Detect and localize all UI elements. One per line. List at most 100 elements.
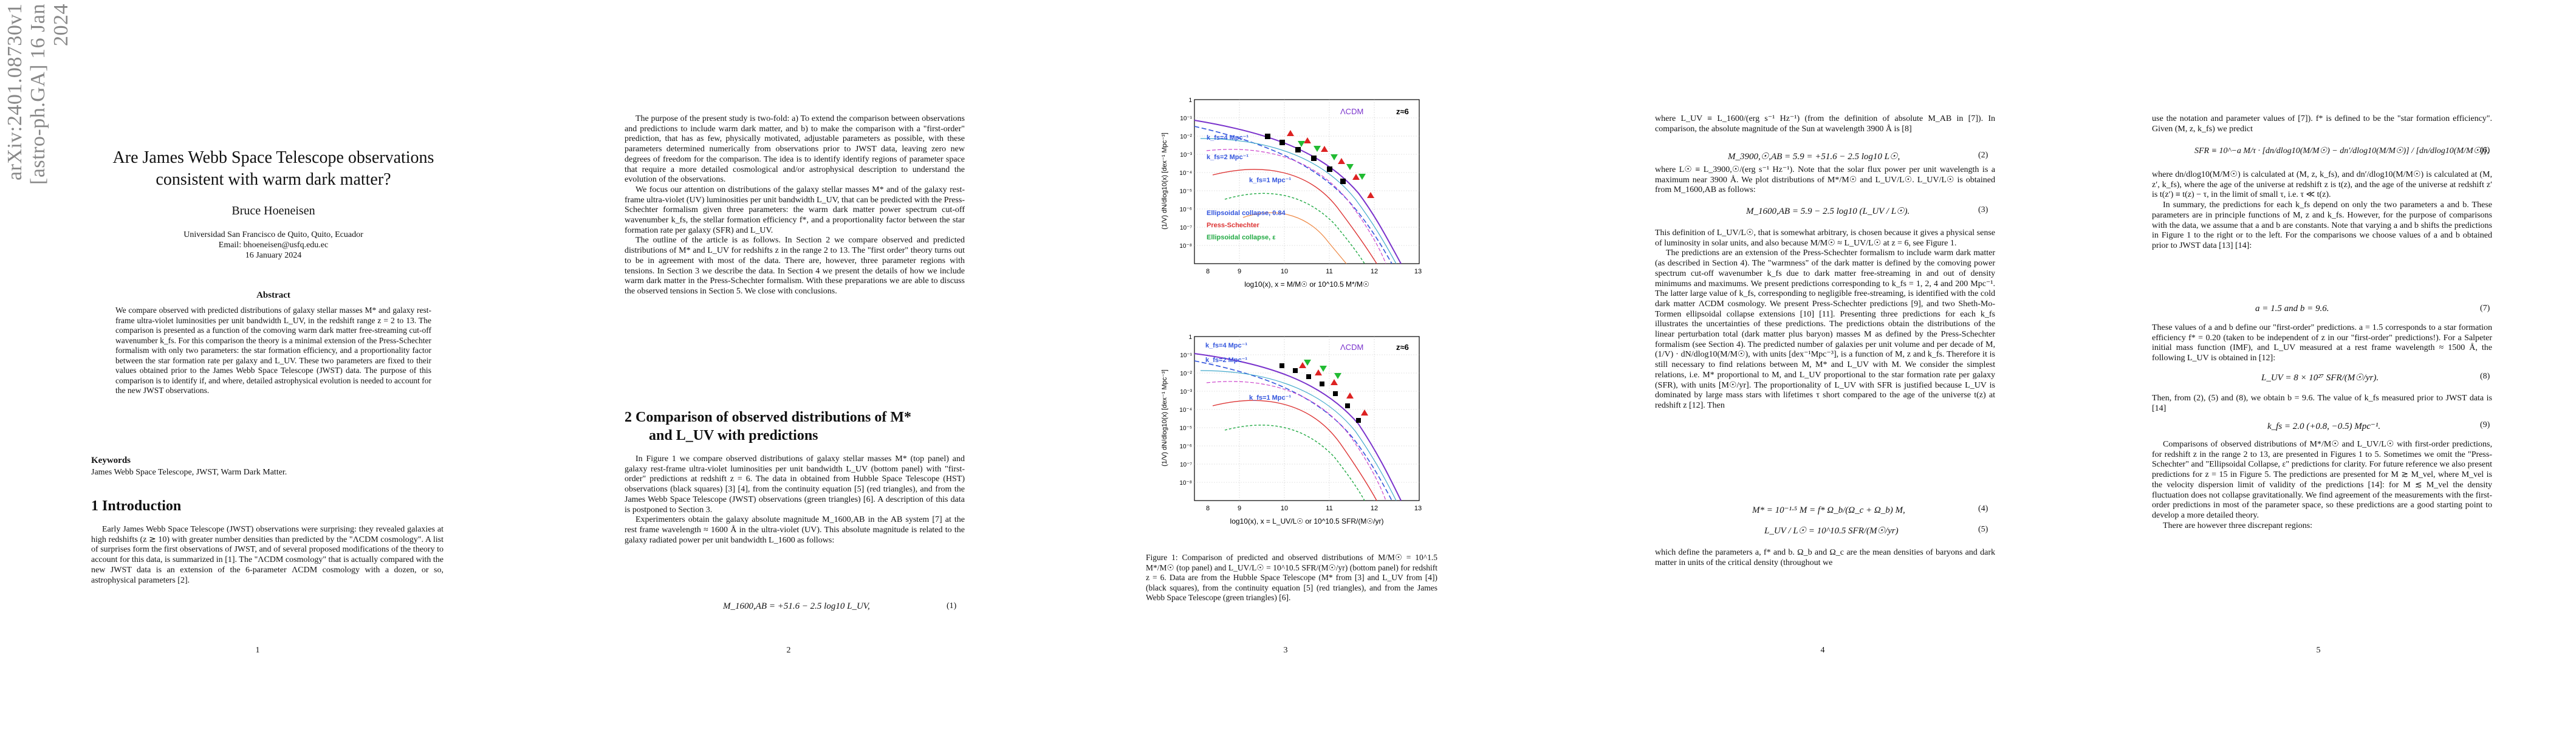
kfs-label-2: k_fs=2 Mpc⁻¹	[1207, 154, 1249, 161]
equation-number: (7)	[2480, 304, 2490, 313]
affiliation: Universidad San Francisco de Quito, Quit…	[183, 230, 363, 239]
data-continuity-triangles	[1287, 130, 1374, 198]
keywords-heading: Keywords	[91, 456, 131, 465]
curve-kfs4	[1200, 370, 1397, 501]
svg-text:10⁻⁷: 10⁻⁷	[1180, 462, 1192, 468]
svg-text:10⁻⁴: 10⁻⁴	[1179, 407, 1192, 414]
page-number: 3	[1283, 646, 1288, 655]
svg-text:10⁻¹: 10⁻¹	[1180, 352, 1192, 359]
figure-bottom-panel: ΛCDM z≈6 k_fs=4 Mpc⁻¹ k_fs=2 Mpc⁻¹ k_fs=…	[1161, 334, 1422, 525]
date: 16 January 2024	[245, 251, 302, 260]
body-text: where dn/dlog10(M/M☉) is calculated at (…	[2152, 170, 2492, 252]
kfs-label-2: k_fs=2 Mpc⁻¹	[1205, 357, 1247, 364]
data-continuity-triangles	[1299, 362, 1368, 416]
body-text: where L☉ ≡ L_3900,☉/(erg s⁻¹ Hz⁻¹). Note…	[1655, 165, 1995, 196]
section-heading-introduction: 1 Introduction	[91, 498, 182, 514]
svg-text:9: 9	[1238, 268, 1241, 275]
svg-text:13: 13	[1414, 505, 1422, 512]
paragraph: The outline of the article is as follows…	[625, 236, 965, 296]
kfs-label-1: k_fs=1 Mpc⁻¹	[1249, 177, 1291, 184]
curve-ellipsoidal	[1194, 126, 1392, 264]
equation-number: (9)	[2480, 420, 2490, 430]
curve-kfs1	[1242, 212, 1347, 264]
paragraph: Comparisons of observed distributions of…	[2152, 440, 2492, 520]
affiliation-block: Universidad San Francisco de Quito, Quit…	[91, 230, 456, 261]
svg-text:9: 9	[1238, 505, 1241, 512]
equation-2: M_3900,☉,AB = 5.9 = +51.6 − 2.5 log10 L☉…	[1728, 152, 1900, 162]
figure-caption: Figure 1: Comparison of predicted and ob…	[1146, 553, 1437, 602]
page-1: arXiv:2401.08730v1 [astro-ph.GA] 16 Jan …	[0, 0, 515, 729]
svg-text:10⁻³: 10⁻³	[1180, 389, 1192, 395]
svg-text:10⁻²: 10⁻²	[1180, 134, 1192, 140]
page-number: 4	[1820, 646, 1825, 655]
data-hst-squares	[1279, 363, 1361, 423]
legend-ellipsoidal: Ellipsoidal collapse, 0.84	[1207, 210, 1286, 217]
svg-text:10⁻⁸: 10⁻⁸	[1179, 480, 1192, 487]
figure-top-panel: ΛCDM z≈6 k_fs=4 Mpc⁻¹ k_fs=2 Mpc⁻¹ k_fs=…	[1161, 97, 1422, 289]
equation-4: M* = 10⁻¹·⁵ M = f* Ω_b/(Ω_c + Ω_b) M,	[1752, 505, 1905, 515]
kfs-label-4: k_fs=4 Mpc⁻¹	[1207, 134, 1249, 142]
svg-text:8: 8	[1206, 505, 1210, 512]
x-axis-label: log10(x), x = M/M☉ or 10^10.5 M*/M☉	[1244, 280, 1369, 289]
paragraph: In Figure 1 we compare observed distribu…	[625, 454, 965, 515]
equation-8: L_UV = 8 × 10²⁷ SFR/(M☉/yr).	[2261, 373, 2379, 383]
equation-number: (1)	[947, 601, 957, 611]
svg-text:10: 10	[1281, 505, 1288, 512]
svg-text:11: 11	[1326, 268, 1332, 275]
paragraph: These values of a and b define our "firs…	[2152, 323, 2492, 363]
equation-3: M_1600,AB = 5.9 − 2.5 log10 (L_UV / L☉).	[1746, 207, 1910, 216]
svg-text:10⁻³: 10⁻³	[1180, 152, 1192, 159]
curve-kfs2	[1206, 149, 1386, 264]
intro-text: Early James Webb Space Telescope (JWST) …	[91, 525, 444, 586]
y-axis-label: (1/V) dN/dlog10(x) [dex⁻¹ Mpc⁻³]	[1161, 369, 1168, 467]
kfs-label-1: k_fs=1 Mpc⁻¹	[1249, 394, 1291, 402]
abstract-text: We compare observed with predicted distr…	[115, 306, 431, 395]
x-tick-labels: 8 9 10 11 12 13	[1206, 505, 1422, 512]
svg-text:12: 12	[1371, 268, 1378, 275]
paragraph: where L☉ ≡ L_3900,☉/(erg s⁻¹ Hz⁻¹). Note…	[1655, 165, 1995, 195]
redshift-label: z≈6	[1396, 343, 1409, 352]
paragraph: use the notation and parameter values of…	[2152, 114, 2492, 134]
curve-ellipsoidal-eps	[1224, 193, 1365, 264]
equation-1: M_1600,AB = +51.6 − 2.5 log10 L_UV,	[723, 601, 870, 611]
page-number: 5	[2316, 646, 2321, 655]
legend-ellipsoidal-eps: Ellipsoidal collapse, ε	[1207, 234, 1276, 241]
paragraph: which define the parameters a, f* and b.…	[1655, 548, 1995, 567]
paragraph: where L_UV ≡ L_1600/(erg s⁻¹ Hz⁻¹) (from…	[1655, 114, 1995, 134]
paragraph: We focus our attention on distributions …	[625, 185, 965, 235]
equation-number: (6)	[2480, 146, 2490, 155]
paragraph: The predictions are an extension of the …	[1655, 248, 1995, 410]
page-5: use the notation and parameter values of…	[2061, 0, 2576, 729]
svg-text:8: 8	[1206, 268, 1210, 275]
data-jwst-triangles	[1298, 141, 1366, 180]
svg-text:10⁻¹: 10⁻¹	[1180, 115, 1192, 122]
y-axis-label: (1/V) dN/dlog10(x) [dex⁻¹ Mpc⁻³]	[1161, 132, 1168, 230]
paragraph: Experimenters obtain the galaxy absolute…	[625, 515, 965, 545]
svg-text:13: 13	[1414, 268, 1422, 275]
page-number: 2	[786, 646, 791, 655]
y-tick-labels: 1 10⁻¹ 10⁻² 10⁻³ 10⁻⁴ 10⁻⁵ 10⁻⁶ 10⁻⁷ 10⁻…	[1179, 97, 1192, 250]
body-text: These values of a and b define our "firs…	[2152, 323, 2492, 364]
curve-lcdm	[1194, 353, 1402, 501]
svg-text:10⁻⁵: 10⁻⁵	[1179, 188, 1192, 195]
paragraph: The purpose of the present study is two-…	[625, 114, 965, 185]
keywords: James Webb Space Telescope, JWST, Warm D…	[91, 468, 287, 477]
svg-text:1: 1	[1188, 97, 1192, 104]
x-axis-label: log10(x), x = L_UV/L☉ or 10^10.5 SFR/(M☉…	[1230, 517, 1384, 525]
paragraph: where dn/dlog10(M/M☉) is calculated at (…	[2152, 170, 2492, 200]
author: Bruce Hoeneisen	[231, 204, 315, 217]
body-text-lower: In Figure 1 we compare observed distribu…	[625, 454, 965, 546]
svg-text:10⁻⁷: 10⁻⁷	[1180, 225, 1192, 231]
email: Email: bhoeneisen@usfq.edu.ec	[218, 241, 329, 250]
svg-text:11: 11	[1326, 505, 1332, 512]
page-4: where L_UV ≡ L_1600/(erg s⁻¹ Hz⁻¹) (from…	[1546, 0, 2061, 729]
svg-text:10⁻²: 10⁻²	[1180, 371, 1192, 377]
svg-text:10⁻⁵: 10⁻⁵	[1179, 425, 1192, 432]
body-text: use the notation and parameter values of…	[2152, 114, 2492, 134]
svg-text:10⁻⁴: 10⁻⁴	[1179, 170, 1192, 177]
data-jwst-triangles	[1304, 360, 1341, 379]
paper-title: Are James Webb Space Telescope observati…	[112, 148, 434, 189]
body-text-upper: The purpose of the present study is two-…	[625, 114, 965, 297]
section-heading-line: and L_UV with predictions	[649, 428, 818, 443]
page-3: ΛCDM z≈6 k_fs=4 Mpc⁻¹ k_fs=2 Mpc⁻¹ k_fs=…	[1030, 0, 1546, 729]
